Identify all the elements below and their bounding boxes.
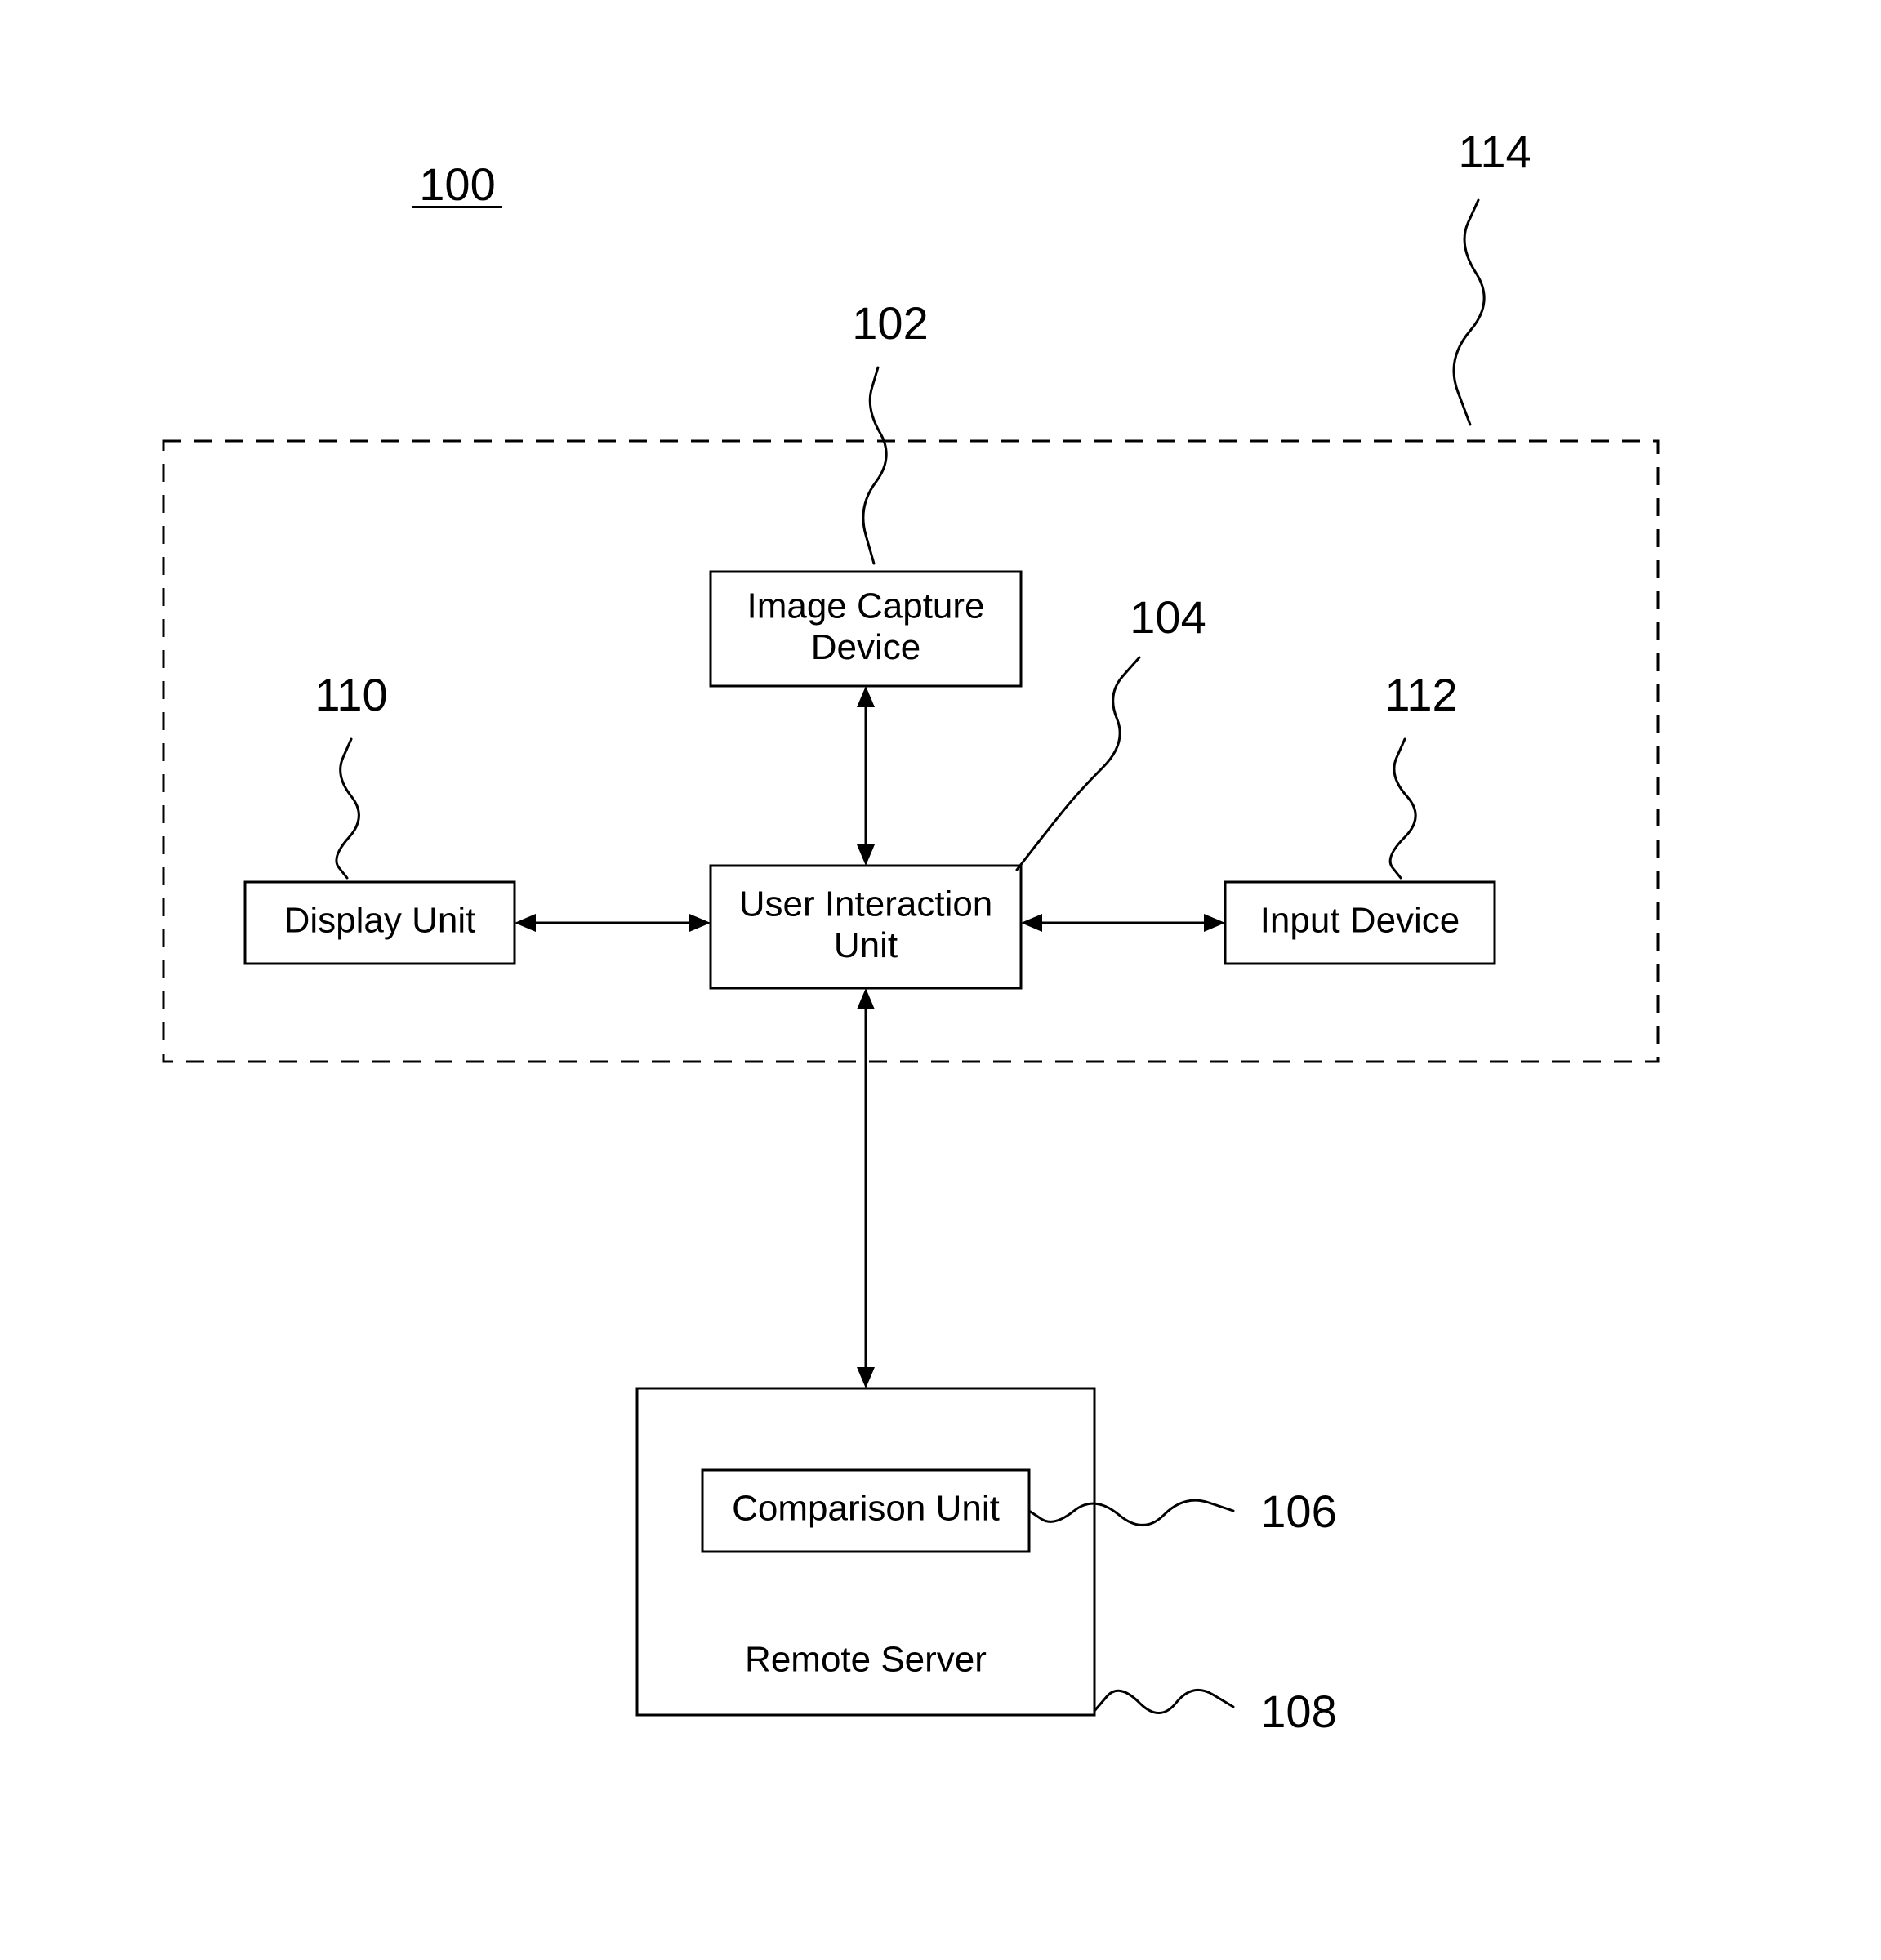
image-capture-device-label-0: Image Capture (747, 586, 984, 626)
user-interaction-unit-label-1: Unit (834, 925, 898, 965)
remote-server-label: Remote Server (745, 1640, 987, 1680)
ref-110-label: 110 (314, 669, 387, 720)
ref-112-label: 112 (1384, 669, 1457, 720)
ref-108-label: 108 (1260, 1686, 1336, 1737)
ref-102-label: 102 (852, 297, 928, 349)
image-capture-device-label-1: Device (811, 627, 921, 667)
ref-114-label: 114 (1458, 126, 1531, 177)
display-unit-label-0: Display Unit (284, 901, 476, 941)
figure-ref-100: 100 (419, 158, 495, 210)
ref-104-label: 104 (1130, 591, 1206, 643)
input-device-label-0: Input Device (1260, 901, 1460, 941)
system-diagram: Image CaptureDevice User InteractionUnit D… (0, 0, 1881, 1960)
ref-106-label: 106 (1260, 1486, 1336, 1537)
comparison-unit-label-0: Comparison Unit (732, 1489, 1000, 1529)
user-interaction-unit-label-0: User Interaction (739, 884, 993, 924)
